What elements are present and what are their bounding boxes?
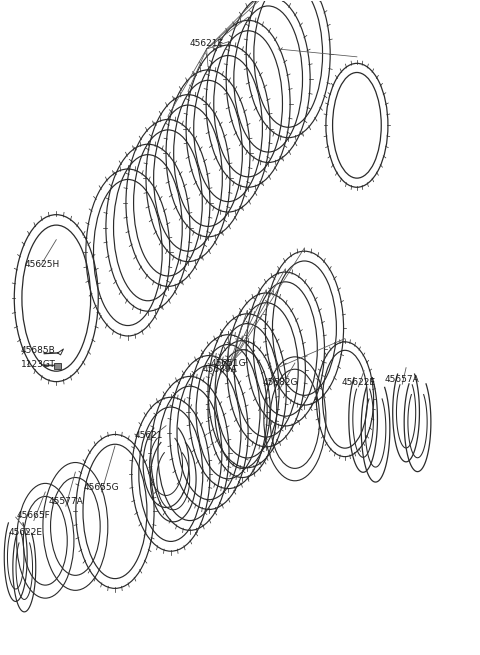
Text: 45682G: 45682G <box>263 379 298 388</box>
Text: 45577A: 45577A <box>48 497 83 506</box>
Text: 45625H: 45625H <box>24 261 60 269</box>
Text: 1123GT: 1123GT <box>21 360 55 369</box>
Text: 45622E: 45622E <box>341 378 375 387</box>
Text: 45665F: 45665F <box>17 512 51 521</box>
Text: 45621E: 45621E <box>190 39 224 48</box>
FancyBboxPatch shape <box>54 363 60 369</box>
Text: 45655G: 45655G <box>84 483 120 492</box>
Text: 45689A: 45689A <box>203 365 237 375</box>
Text: 45685B: 45685B <box>21 346 55 356</box>
Text: 45651G: 45651G <box>210 359 246 368</box>
Text: 45621: 45621 <box>134 430 163 440</box>
Text: 45657A: 45657A <box>385 375 420 384</box>
Text: 45622E: 45622E <box>9 529 43 538</box>
